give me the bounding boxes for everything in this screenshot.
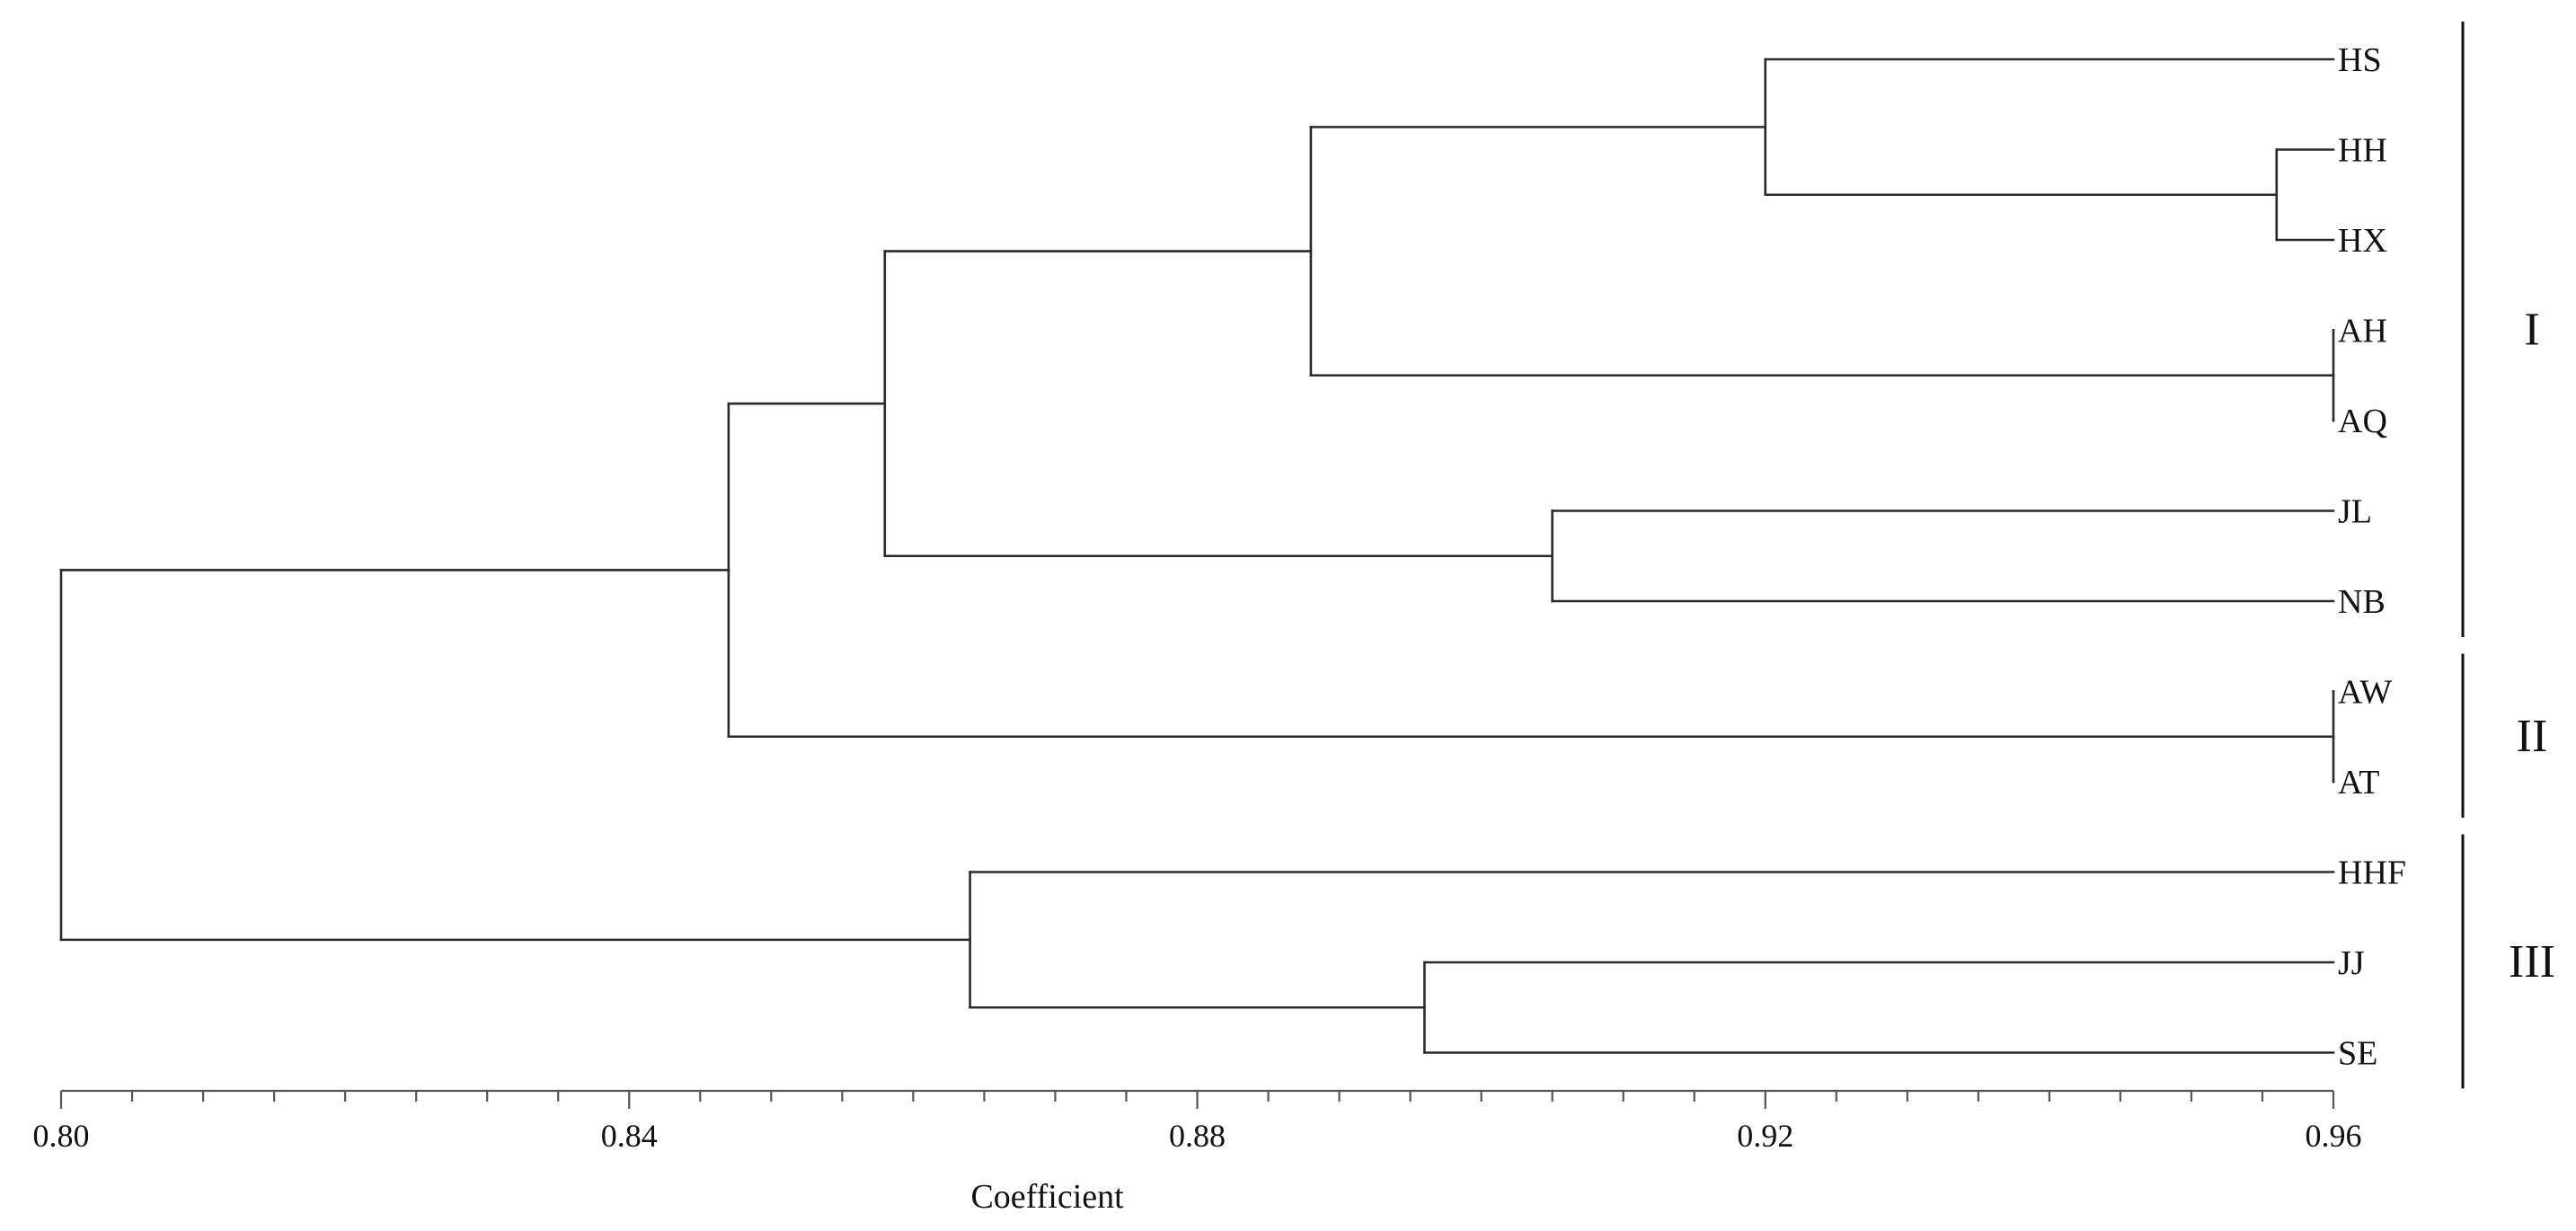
group-label-iii: III <box>2509 936 2555 987</box>
leaf-label-hs: HS <box>2338 41 2382 79</box>
group-label-ii: II <box>2517 711 2548 762</box>
tick-label: 0.84 <box>601 1118 658 1154</box>
leaf-label-hh: HH <box>2338 132 2387 170</box>
tick-label: 0.80 <box>33 1118 90 1154</box>
leaf-label-hx: HX <box>2338 222 2387 260</box>
x-axis: 0.80 0.84 0.88 0.92 0.96 <box>33 1089 2362 1154</box>
tick-label: 0.88 <box>1169 1118 1226 1154</box>
leaf-label-aq: AQ <box>2338 403 2387 440</box>
leaf-label-jj: JJ <box>2338 944 2365 982</box>
group-label-i: I <box>2524 305 2539 356</box>
dendrogram-tree <box>59 58 2335 1054</box>
leaf-label-se: SE <box>2338 1035 2377 1073</box>
leaf-labels: HS HH HX AH AQ JL NB AW AT HHF JJ SE <box>2338 41 2406 1073</box>
leaf-label-aw: AW <box>2338 674 2392 712</box>
leaf-label-hhf: HHF <box>2338 855 2406 892</box>
leaf-label-at: AT <box>2338 764 2379 801</box>
tick-label: 0.96 <box>2306 1118 2362 1154</box>
x-axis-title: Coefficient <box>970 1178 1124 1216</box>
tick-label: 0.92 <box>1737 1118 1793 1154</box>
leaf-label-jl: JL <box>2338 493 2372 531</box>
leaf-label-nb: NB <box>2338 583 2386 621</box>
leaf-label-ah: AH <box>2338 313 2387 350</box>
